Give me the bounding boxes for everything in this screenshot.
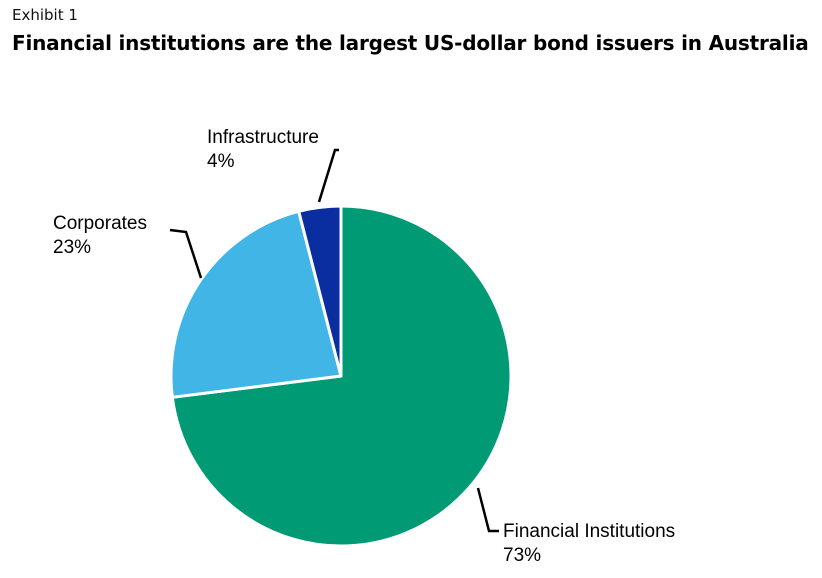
slice-value-corporates: 23% bbox=[53, 237, 91, 258]
pie-slices bbox=[169, 204, 513, 548]
slice-value-financial-institutions: 73% bbox=[503, 545, 541, 566]
slice-label-corporates: Corporates 23% bbox=[53, 213, 147, 258]
leader-lines bbox=[169, 148, 499, 533]
leader-line-corporates bbox=[169, 228, 203, 279]
leader-line-infrastructure bbox=[317, 148, 339, 203]
slice-name-infrastructure: Infrastructure bbox=[207, 127, 319, 148]
exhibit-label: Exhibit 1 bbox=[12, 6, 78, 24]
slice-name-corporates: Corporates bbox=[53, 213, 147, 234]
pie-slice-infrastructure bbox=[297, 204, 343, 378]
slice-label-infrastructure: Infrastructure 4% bbox=[207, 127, 319, 172]
leader-line-financial-institutions bbox=[476, 487, 499, 533]
chart-title: Financial institutions are the largest U… bbox=[12, 31, 809, 55]
slice-label-financial-institutions: Financial Institutions 73% bbox=[503, 521, 675, 566]
slice-name-financial-institutions: Financial Institutions bbox=[503, 521, 675, 542]
pie-slice-corporates bbox=[169, 209, 343, 399]
slice-value-infrastructure: 4% bbox=[207, 151, 235, 172]
